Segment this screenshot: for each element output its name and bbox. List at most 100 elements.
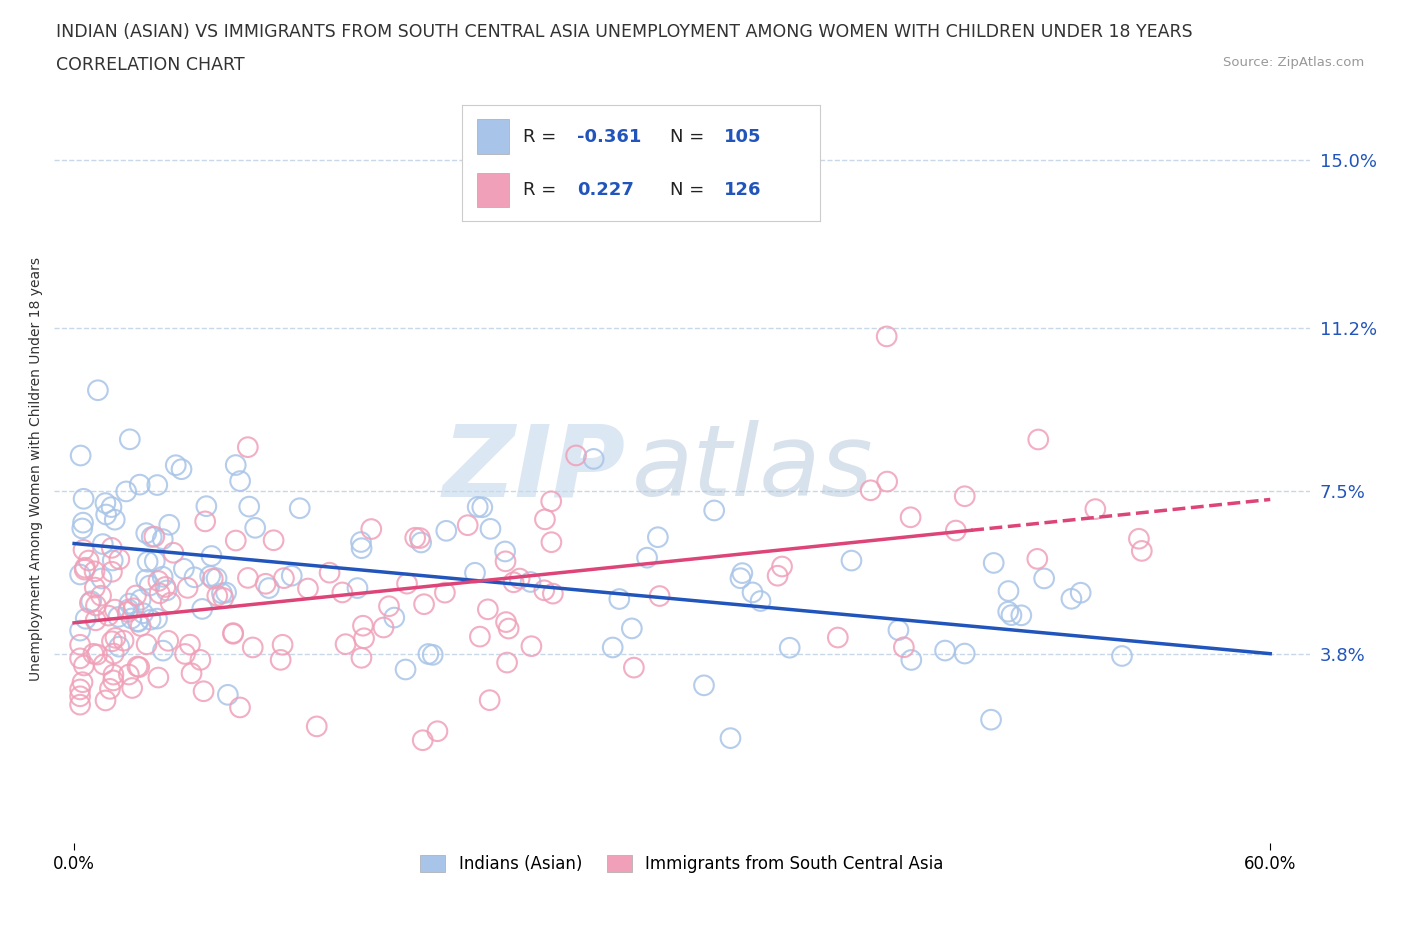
Text: ZIP: ZIP [443, 420, 626, 517]
Point [118, 432, 141, 446]
Point [100, 499, 122, 514]
Point [509, 571, 531, 586]
Point [146, 611, 169, 626]
Point [146, 478, 169, 493]
Point [464, 565, 486, 580]
Point [502, 575, 524, 590]
Point [495, 554, 517, 569]
Point [1070, 585, 1092, 600]
Point [766, 568, 789, 583]
Point [143, 529, 166, 544]
Point [73, 563, 96, 578]
Point [353, 631, 375, 645]
Point [129, 592, 152, 607]
Point [112, 633, 135, 648]
Point [148, 671, 170, 685]
Point [945, 524, 967, 538]
Point [271, 637, 294, 652]
Text: INDIAN (ASIAN) VS IMMIGRANTS FROM SOUTH CENTRAL ASIA UNEMPLOYMENT AMONG WOMEN WI: INDIAN (ASIAN) VS IMMIGRANTS FROM SOUTH … [56, 23, 1192, 41]
Point [121, 611, 143, 626]
Point [997, 604, 1019, 619]
Point [121, 681, 143, 696]
Point [412, 733, 434, 748]
Point [152, 569, 174, 584]
Point [190, 653, 212, 668]
Point [128, 477, 150, 492]
Point [900, 510, 922, 525]
Point [720, 731, 742, 746]
Point [101, 565, 124, 579]
Point [229, 473, 252, 488]
Point [607, 591, 630, 606]
Point [703, 503, 725, 518]
Point [83, 564, 105, 578]
Point [93, 657, 115, 671]
Point [297, 581, 319, 596]
Point [270, 653, 292, 668]
Point [193, 684, 215, 698]
Point [647, 530, 669, 545]
Point [75, 560, 97, 575]
Point [731, 565, 754, 580]
Point [69, 698, 91, 712]
Point [94, 693, 117, 708]
Point [149, 586, 172, 601]
Point [1026, 432, 1049, 447]
Point [200, 549, 222, 564]
Point [100, 540, 122, 555]
Point [225, 533, 247, 548]
Point [346, 580, 368, 595]
Point [620, 621, 643, 636]
Point [72, 491, 94, 506]
Point [117, 602, 139, 617]
Point [117, 604, 139, 619]
Point [859, 483, 882, 498]
Point [159, 595, 181, 610]
Point [582, 451, 605, 466]
Point [477, 602, 499, 617]
Point [997, 584, 1019, 599]
Point [394, 662, 416, 677]
Point [173, 562, 195, 577]
Point [934, 644, 956, 658]
Point [104, 602, 127, 617]
Point [118, 596, 141, 611]
Point [101, 553, 124, 568]
Point [118, 667, 141, 682]
Point [103, 667, 125, 682]
Point [741, 197, 763, 212]
Point [138, 578, 160, 593]
Point [876, 329, 898, 344]
Point [426, 724, 449, 738]
Point [350, 540, 373, 555]
Point [194, 514, 217, 529]
Point [207, 589, 229, 604]
Point [98, 682, 121, 697]
Point [152, 644, 174, 658]
Point [350, 535, 373, 550]
Point [1060, 591, 1083, 606]
Legend: Indians (Asian), Immigrants from South Central Asia: Indians (Asian), Immigrants from South C… [413, 848, 950, 880]
Point [273, 571, 295, 586]
Point [495, 615, 517, 630]
Point [1026, 551, 1049, 566]
Point [148, 574, 170, 589]
Point [108, 639, 131, 654]
Point [72, 521, 94, 536]
Point [471, 499, 494, 514]
Point [132, 605, 155, 620]
Point [135, 572, 157, 587]
Point [534, 512, 557, 526]
Point [373, 620, 395, 635]
Point [69, 651, 91, 666]
Point [395, 577, 418, 591]
Point [73, 658, 96, 673]
Point [129, 618, 152, 633]
Point [876, 474, 898, 489]
Point [409, 531, 432, 546]
Point [378, 599, 401, 614]
Point [222, 627, 245, 642]
Point [115, 484, 138, 498]
Point [1010, 608, 1032, 623]
Point [243, 521, 266, 536]
